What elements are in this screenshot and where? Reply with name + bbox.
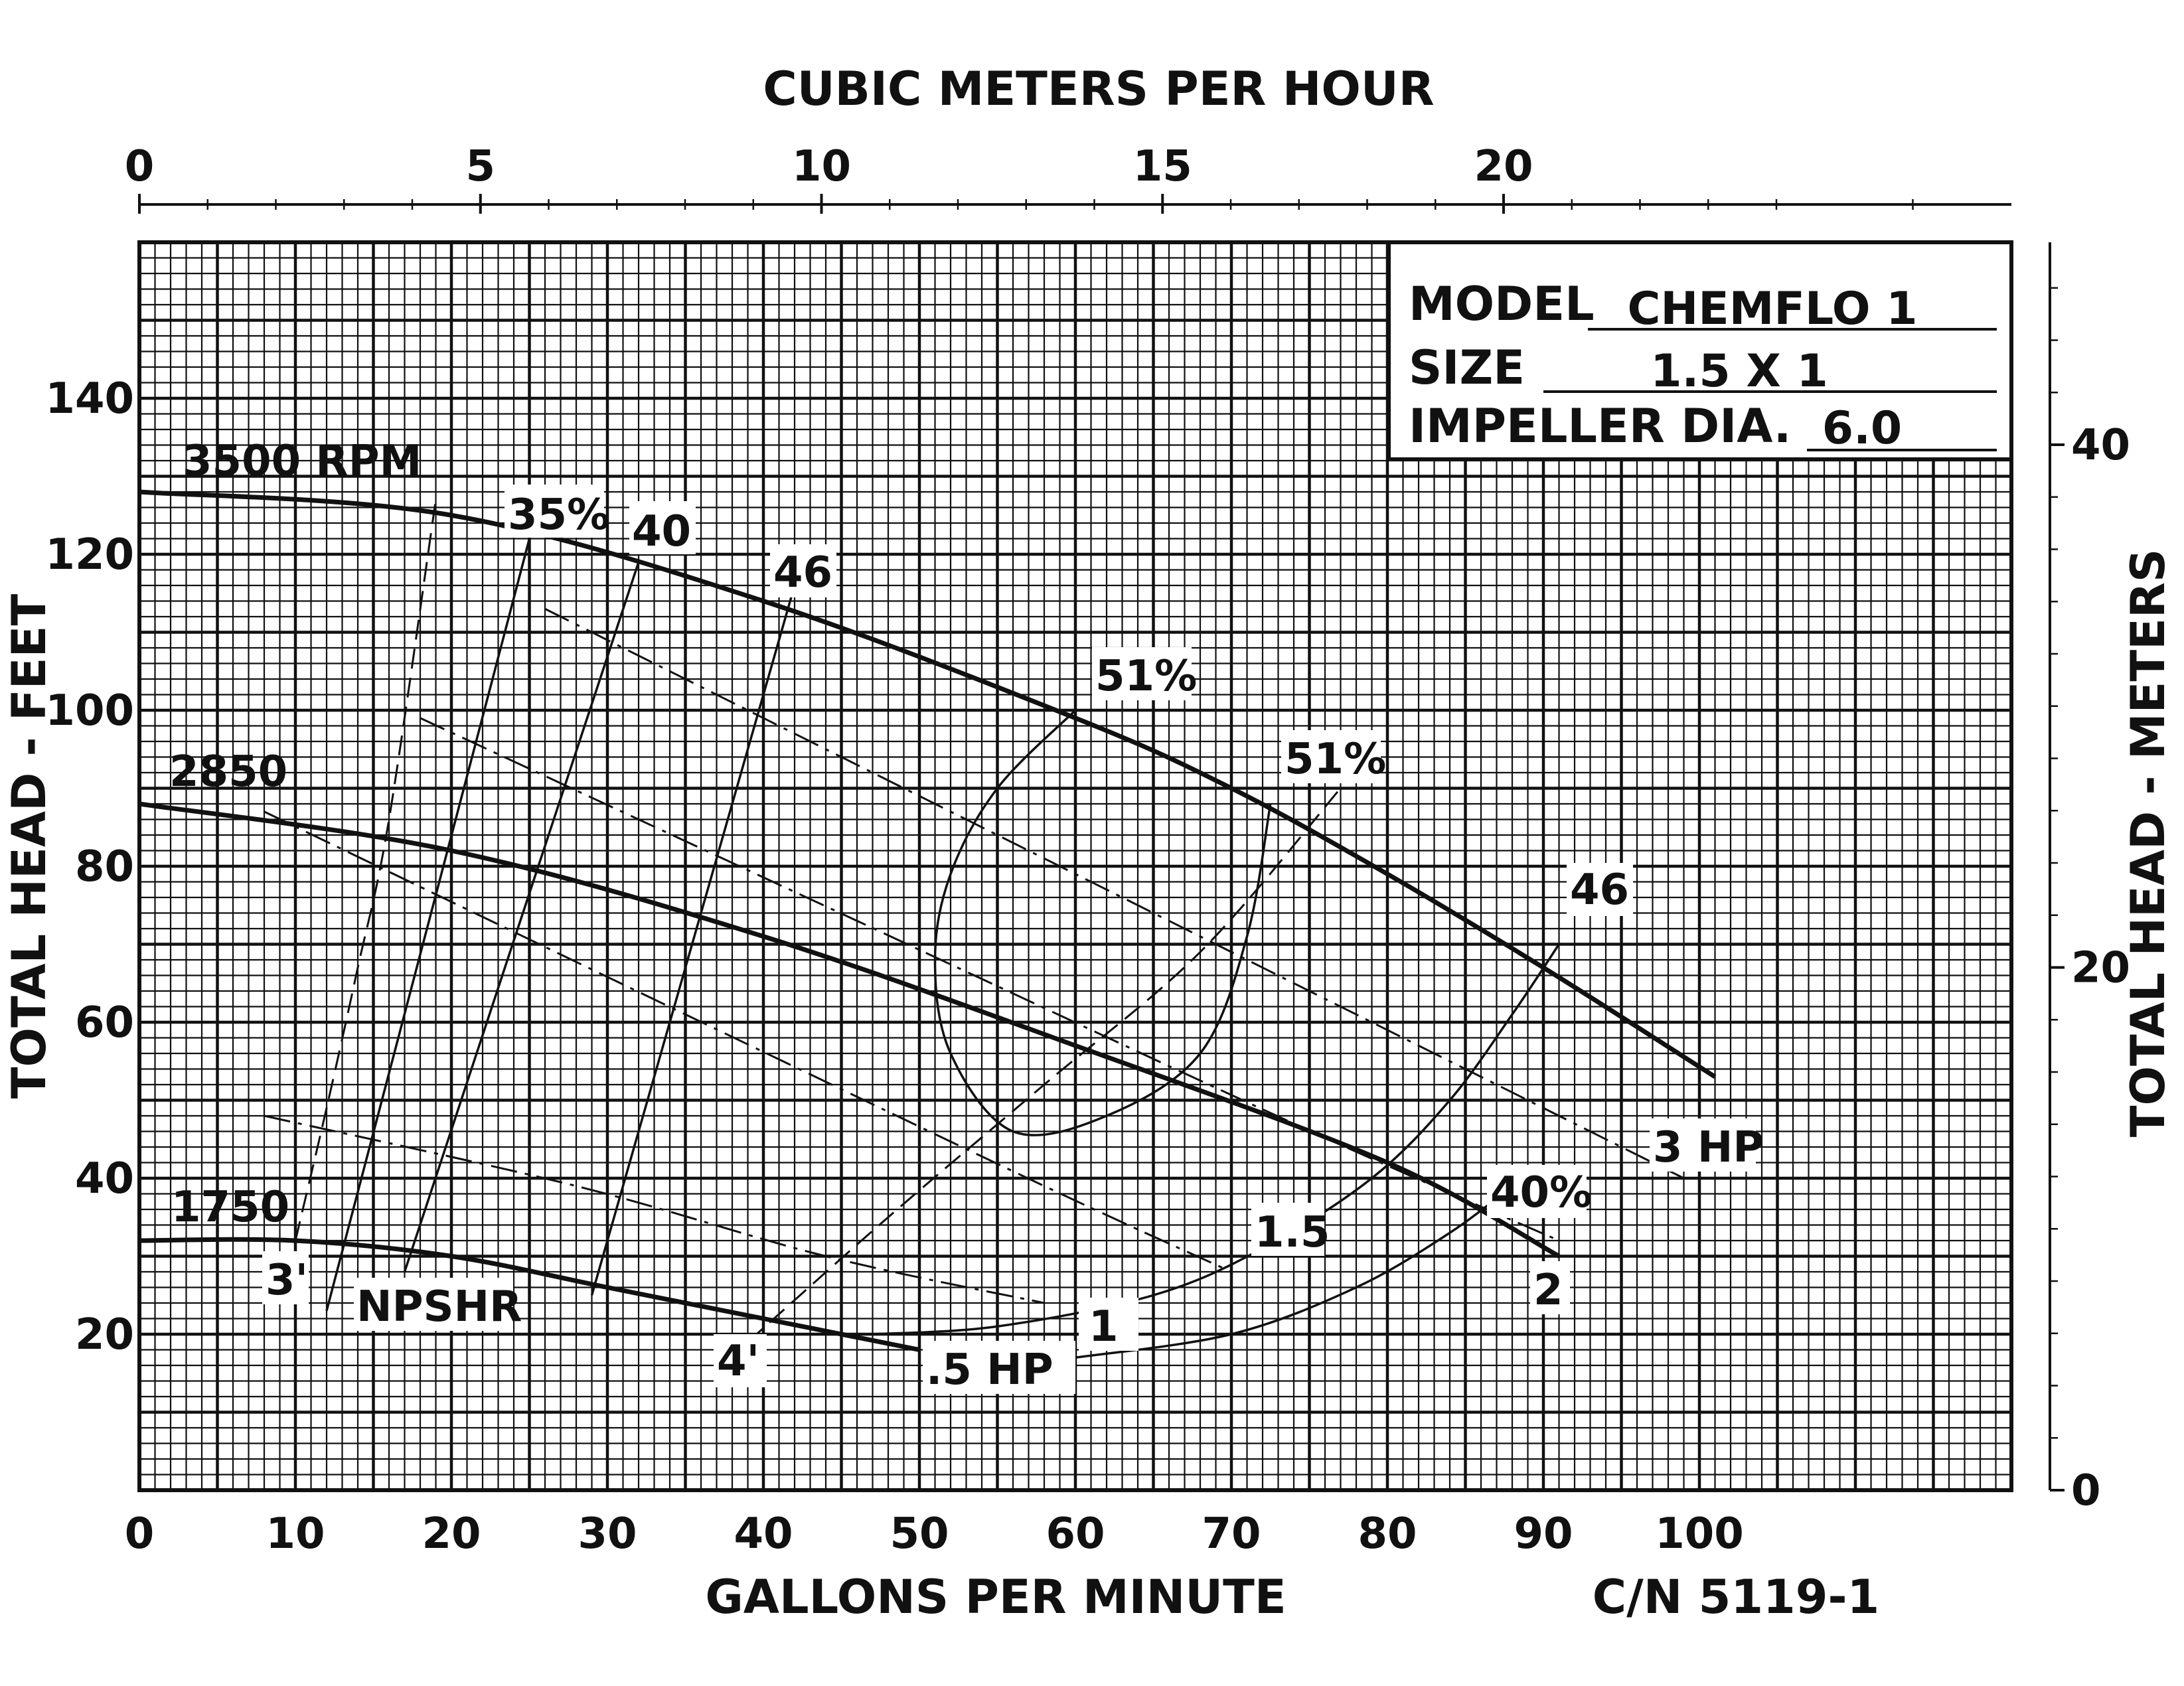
bottom-tick-label: 70 <box>1202 1509 1261 1559</box>
impeller-value: 6.0 <box>1822 402 1902 455</box>
label-eff-46-right: 46 <box>1570 866 1629 915</box>
top-tick-label: 0 <box>125 142 155 191</box>
right-tick-label: 40 <box>2071 421 2130 470</box>
axes: 0 10 20 30 40 50 60 70 80 90 100204060801001201400… <box>45 142 2130 1559</box>
right-tick-label: 0 <box>2071 1466 2101 1515</box>
label-1750: 1750 <box>171 1183 289 1232</box>
bottom-tick-label: 20 <box>422 1509 481 1559</box>
label-eff-46-left: 46 <box>773 548 832 597</box>
label-eff-51-right: 51% <box>1285 735 1386 784</box>
top-axis-title: CUBIC METERS PER HOUR <box>763 62 1434 116</box>
left-tick-label: 100 <box>45 686 134 735</box>
bottom-tick-label: 90 <box>1514 1509 1573 1559</box>
label-3500-rpm: 3500 RPM <box>183 437 422 486</box>
bottom-tick-label: 10 <box>266 1509 325 1559</box>
left-tick-label: 40 <box>75 1154 134 1203</box>
left-tick-label: 60 <box>75 998 134 1047</box>
bottom-tick-label: 100 <box>1655 1509 1744 1559</box>
label-power-1-5: 1.5 <box>1255 1208 1330 1257</box>
top-tick-label: 15 <box>1133 142 1192 191</box>
left-tick-label: 140 <box>45 374 134 423</box>
left-tick-label: 120 <box>45 530 134 579</box>
size-value: 1.5 X 1 <box>1650 345 1828 398</box>
label-power-2: 2 <box>1533 1266 1563 1315</box>
bottom-tick-label: 80 <box>1358 1509 1417 1559</box>
curves <box>139 489 1717 1359</box>
bottom-axis-title: GALLONS PER MINUTE <box>705 1570 1286 1624</box>
top-tick-label: 20 <box>1474 142 1533 191</box>
top-tick-label: 10 <box>792 142 851 191</box>
curve-labels: 3500 RPM 2850 1750 35% 40 46 51% 51% 46 … <box>169 437 1764 1395</box>
impeller-label: IMPELLER DIA. <box>1409 399 1791 453</box>
label-npshr-3ft: 3' <box>266 1256 308 1305</box>
left-tick-label: 20 <box>75 1310 134 1359</box>
label-power-0-5hp: .5 HP <box>926 1345 1053 1395</box>
label-eff-51-top: 51% <box>1095 652 1197 701</box>
efficiency-curve-3 <box>933 709 1272 1136</box>
right-tick-label: 20 <box>2071 944 2130 993</box>
head-curve-0 <box>139 489 1717 1079</box>
efficiency-curve-5 <box>1075 1185 1514 1359</box>
label-eff-40-right: 40% <box>1490 1168 1592 1217</box>
bottom-tick-label: 0 <box>125 1509 155 1559</box>
top-tick-label: 5 <box>465 142 495 191</box>
right-axis-title: TOTAL HEAD - METERS <box>2121 549 2175 1138</box>
power-curve-1 <box>420 717 1560 1242</box>
power-curve-3 <box>264 1114 1045 1304</box>
label-npshr: NPSHR <box>356 1282 522 1332</box>
label-npshr-4ft: 4' <box>717 1337 759 1386</box>
size-label: SIZE <box>1409 341 1525 395</box>
bottom-tick-label: 50 <box>890 1509 949 1559</box>
corner-code: C/N 5119-1 <box>1593 1570 1879 1624</box>
npshr-curve-1 <box>747 787 1342 1343</box>
bottom-tick-label: 60 <box>1046 1509 1105 1559</box>
efficiency-curve-2 <box>590 585 796 1296</box>
left-axis-title: TOTAL HEAD - FEET <box>2 594 56 1099</box>
label-power-1: 1 <box>1089 1302 1119 1351</box>
bottom-tick-label: 40 <box>734 1509 793 1559</box>
model-value: CHEMFLO 1 <box>1627 283 1917 335</box>
power-curve-2 <box>264 810 1232 1273</box>
info-box: MODEL CHEMFLO 1 SIZE 1.5 X 1 IMPELLER DI… <box>1387 240 2013 461</box>
head-curve-1 <box>139 801 1561 1259</box>
model-label: MODEL <box>1409 277 1595 331</box>
bottom-tick-label: 30 <box>578 1509 637 1559</box>
efficiency-curve-1 <box>403 562 640 1272</box>
label-eff-35: 35% <box>508 491 609 540</box>
npshr-curve-0 <box>294 499 437 1241</box>
left-tick-label: 80 <box>75 842 134 891</box>
head-curve-2 <box>139 1237 920 1352</box>
plot-frame <box>137 240 2013 1492</box>
label-2850: 2850 <box>169 747 287 797</box>
efficiency-curve-0 <box>325 538 531 1312</box>
label-eff-40: 40 <box>632 507 691 556</box>
power-curve-0 <box>544 607 1685 1180</box>
label-power-3hp: 3 HP <box>1653 1123 1764 1172</box>
